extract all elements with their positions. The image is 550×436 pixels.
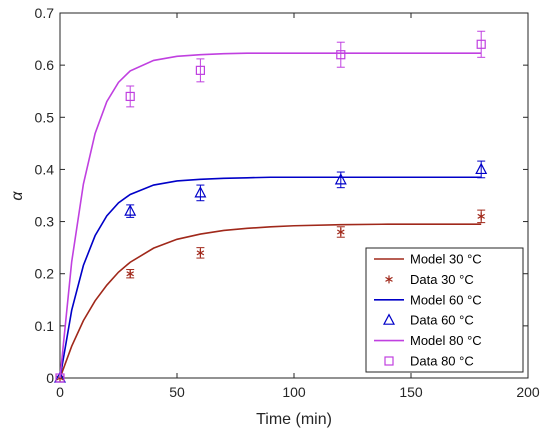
series-line-model-60-c [59,176,482,379]
legend-label: Model 80 °C [410,333,482,348]
x-tick-label: 50 [169,384,185,400]
data-point-data-80-c [336,50,346,60]
x-tick-label: 0 [56,384,64,400]
legend-marker-swatch [384,356,394,366]
asterisk-stroke [385,276,393,282]
y-tick-label: 0.2 [35,266,55,282]
asterisk-stroke [126,271,134,277]
legend-item: Model 60 °C [374,292,482,307]
series-layer [54,30,488,383]
triangle-shape [475,162,488,175]
x-tick-label: 200 [516,384,540,400]
asterisk-stroke [196,250,205,256]
data-point-data-30-c [337,228,345,236]
square-shape [476,39,486,49]
legend-marker-swatch [385,275,393,284]
data-point-data-80-c [195,65,205,75]
legend-label: Data 30 °C [410,272,474,287]
triangle-shape [334,173,347,185]
series-line-model-30-c [59,223,482,379]
data-point-data-60-c [475,162,488,175]
triangle-shape [194,186,207,198]
data-point-data-30-c [196,248,205,257]
legend-item: Model 30 °C [374,252,482,267]
y-tick-label: 0.4 [35,161,55,177]
legend-item: Data 60 °C [383,313,474,328]
data-point-data-30-c [126,269,134,278]
y-tick-label: 0 [46,370,54,386]
square-shape [384,356,394,366]
square-shape [195,65,205,75]
legend-box [365,247,524,373]
legend-label: Data 80 °C [410,354,474,369]
data-point-data-80-c [125,91,135,102]
data-point-data-60-c [334,173,347,185]
axis-ticks: 0 50 100 150 200 0 0.1 0.2 0.3 0.4 0.5 0.6 0.7 [35,5,540,400]
legend-item: Model 80 °C [374,333,482,348]
data-point-data-60-c [194,186,207,198]
x-tick-label: 100 [282,384,306,400]
square-shape [125,91,135,102]
legend-label: Data 60 °C [410,313,474,328]
legend-marker-swatch [383,313,395,325]
data-point-data-80-c [476,39,486,49]
y-tick-label: 0.7 [35,5,55,21]
x-tick-label: 150 [399,384,423,400]
triangle-shape [383,313,395,325]
legend-item: Data 80 °C [384,354,474,369]
data-point-data-30-c [477,212,485,221]
data-point-data-60-c [124,204,137,216]
square-shape [55,373,65,383]
x-axis-label: Time (min) [256,411,332,428]
series-line-model-80-c [59,52,482,379]
legend: Model 30 °C Data 30 °C Model 60 °C Data 60 … [365,247,524,373]
y-tick-label: 0.6 [35,57,55,73]
legend-label: Model 60 °C [410,292,482,307]
legend-item: Data 30 °C [385,272,474,287]
asterisk-stroke [477,213,485,219]
y-axis-label: α [9,191,26,201]
legend-label: Model 30 °C [410,252,482,267]
y-tick-label: 0.5 [35,109,55,125]
square-shape [336,50,346,60]
asterisk-stroke [337,229,345,235]
triangle-shape [124,204,137,216]
y-tick-label: 0.3 [35,214,55,230]
y-tick-label: 0.1 [35,318,55,334]
data-point-data-80-c [55,373,65,383]
